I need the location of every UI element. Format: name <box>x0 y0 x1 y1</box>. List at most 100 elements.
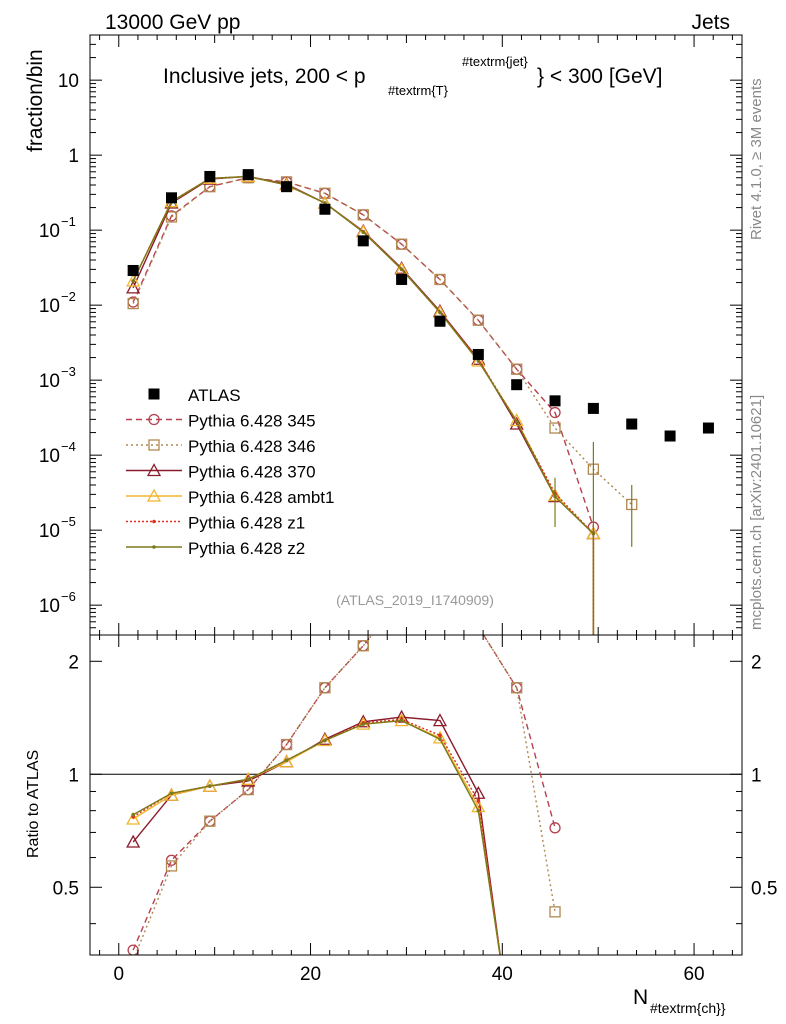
legend-item-series-1: Pythia 6.428 346 <box>126 437 316 456</box>
series-5-ratio-point <box>438 737 442 742</box>
legend-atlas-label: ATLAS <box>188 386 241 405</box>
series-4-ratio-line <box>132 718 501 955</box>
x-tick-label: 20 <box>300 964 321 985</box>
top-y-tick-label: 10 −4 <box>39 439 76 467</box>
atlas-data-point <box>702 422 714 434</box>
y-tick-base: 10 <box>39 521 60 542</box>
legend-marker <box>152 545 156 549</box>
atlas-data-point <box>127 264 139 276</box>
series-1-point <box>127 297 139 310</box>
rivet-label: Rivet 4.1.0, ≥ 3M events <box>748 78 765 240</box>
title-main: Inclusive jets, 200 < p <box>163 65 366 88</box>
series-5-ratio-point <box>399 718 404 723</box>
atlas-data-point <box>434 315 446 327</box>
series-1-point <box>511 363 523 375</box>
atlas-data-point <box>549 395 561 407</box>
series-3-ratio-point <box>317 733 333 747</box>
y-tick-exponent: −2 <box>61 289 76 304</box>
title-sup: #textrm{jet} <box>462 54 528 69</box>
y-tick-base: 10 <box>39 596 60 617</box>
ratio-y-tick-label: 0.5 <box>53 878 79 899</box>
top-y-tick-label: 10 −6 <box>39 589 76 617</box>
series-5-ratio-point <box>169 791 174 796</box>
series-1-ratio-point <box>204 815 216 827</box>
y-tick-exponent: −4 <box>61 439 76 454</box>
series-5-ratio-point <box>246 777 251 782</box>
plot-title: Inclusive jets, 200 < p #textrm{T} #text… <box>163 54 663 98</box>
legend-item-series-2: Pythia 6.428 370 <box>126 463 316 482</box>
top-y-tick-label: 10 −2 <box>39 289 76 317</box>
series-1-ratio-point <box>357 640 369 652</box>
legend-item-series-0: Pythia 6.428 345 <box>126 412 316 431</box>
series-1-ratio-point <box>511 682 523 694</box>
series-2-ratio-point <box>471 785 486 799</box>
series-1-point <box>165 211 178 223</box>
legend-label: Pythia 6.428 ambt1 <box>188 488 334 507</box>
legend-item-atlas: ATLAS <box>148 386 241 405</box>
series-1-point <box>395 238 408 250</box>
series-5-point <box>476 359 481 363</box>
y-axis-label-top: fraction/bin <box>24 49 47 152</box>
ratio-panel-frame <box>89 634 743 956</box>
series-5-ratio-point <box>131 812 135 817</box>
y-tick-exponent: −6 <box>61 589 76 604</box>
series-5-line <box>132 175 595 635</box>
series-3-point <box>509 413 524 427</box>
atlas-data-point <box>357 235 369 247</box>
series-4-line <box>132 175 595 635</box>
series-2-point <box>126 280 141 294</box>
legend-marker <box>148 439 160 451</box>
y-tick-base: 1 <box>68 146 79 167</box>
series-3-ratio-point <box>241 771 256 785</box>
x-label-main: N <box>633 986 648 1009</box>
series-5-ratio-point <box>323 738 327 743</box>
top-y-tick-label: 1 <box>68 146 79 167</box>
series-1-ratio-point <box>319 682 331 694</box>
legend-marker <box>152 519 156 524</box>
series-5-point <box>438 310 442 315</box>
ratio-y-tick-label-right: 0.5 <box>751 878 777 899</box>
ratio-y-tick-label: 1 <box>68 765 79 786</box>
series-0-ratio-line <box>132 635 556 951</box>
legend-marker <box>146 488 162 502</box>
y-tick-exponent: −5 <box>61 514 76 529</box>
atlas-data-point <box>472 348 484 360</box>
series-3-ratio-line <box>132 719 501 955</box>
atlas-data-point <box>166 192 177 204</box>
x-tick-label: 60 <box>683 964 704 985</box>
series-5-ratio-line <box>132 719 501 955</box>
top-y-tick-label: 10 −1 <box>39 214 76 242</box>
series-5-ratio-point <box>284 758 289 763</box>
series-5-point <box>399 267 404 272</box>
series-1-point <box>434 273 446 286</box>
top-y-tick-label: 10 −3 <box>39 364 76 392</box>
analysis-label: (ATLAS_2019_I1740909) <box>336 592 494 608</box>
series-1-point <box>357 209 369 221</box>
series-5-ratio-point <box>361 722 366 726</box>
legend-marker <box>146 463 162 477</box>
atlas-data-point <box>626 418 638 430</box>
series-5-point <box>131 279 135 283</box>
atlas-data-point <box>242 169 254 181</box>
title-sub: #textrm{T} <box>388 83 449 98</box>
legend-label: Pythia 6.428 z1 <box>188 514 305 533</box>
x-label-sub: #textrm{ch}} <box>650 1000 726 1016</box>
series-5-ratio-point <box>476 808 481 813</box>
atlas-data-point <box>396 273 408 285</box>
legend-label: Pythia 6.428 346 <box>188 437 316 456</box>
series-5-ratio-point <box>208 784 212 788</box>
series-0-ratio-point <box>357 640 369 652</box>
series-3-ratio-point <box>126 811 141 825</box>
series-5-point <box>514 419 519 424</box>
series-1-line <box>132 177 633 505</box>
series-1-ratio-point <box>280 738 293 751</box>
y-tick-base: 10 <box>39 221 60 242</box>
atlas-data-point <box>511 379 523 391</box>
series-2-ratio-point <box>126 834 141 848</box>
atlas-data-point <box>319 203 331 215</box>
y-tick-base: 10 <box>39 371 60 392</box>
series-1-ratio-point <box>165 860 178 872</box>
legend-item-series-3: Pythia 6.428 ambt1 <box>126 488 334 507</box>
series-2-point <box>509 416 524 430</box>
